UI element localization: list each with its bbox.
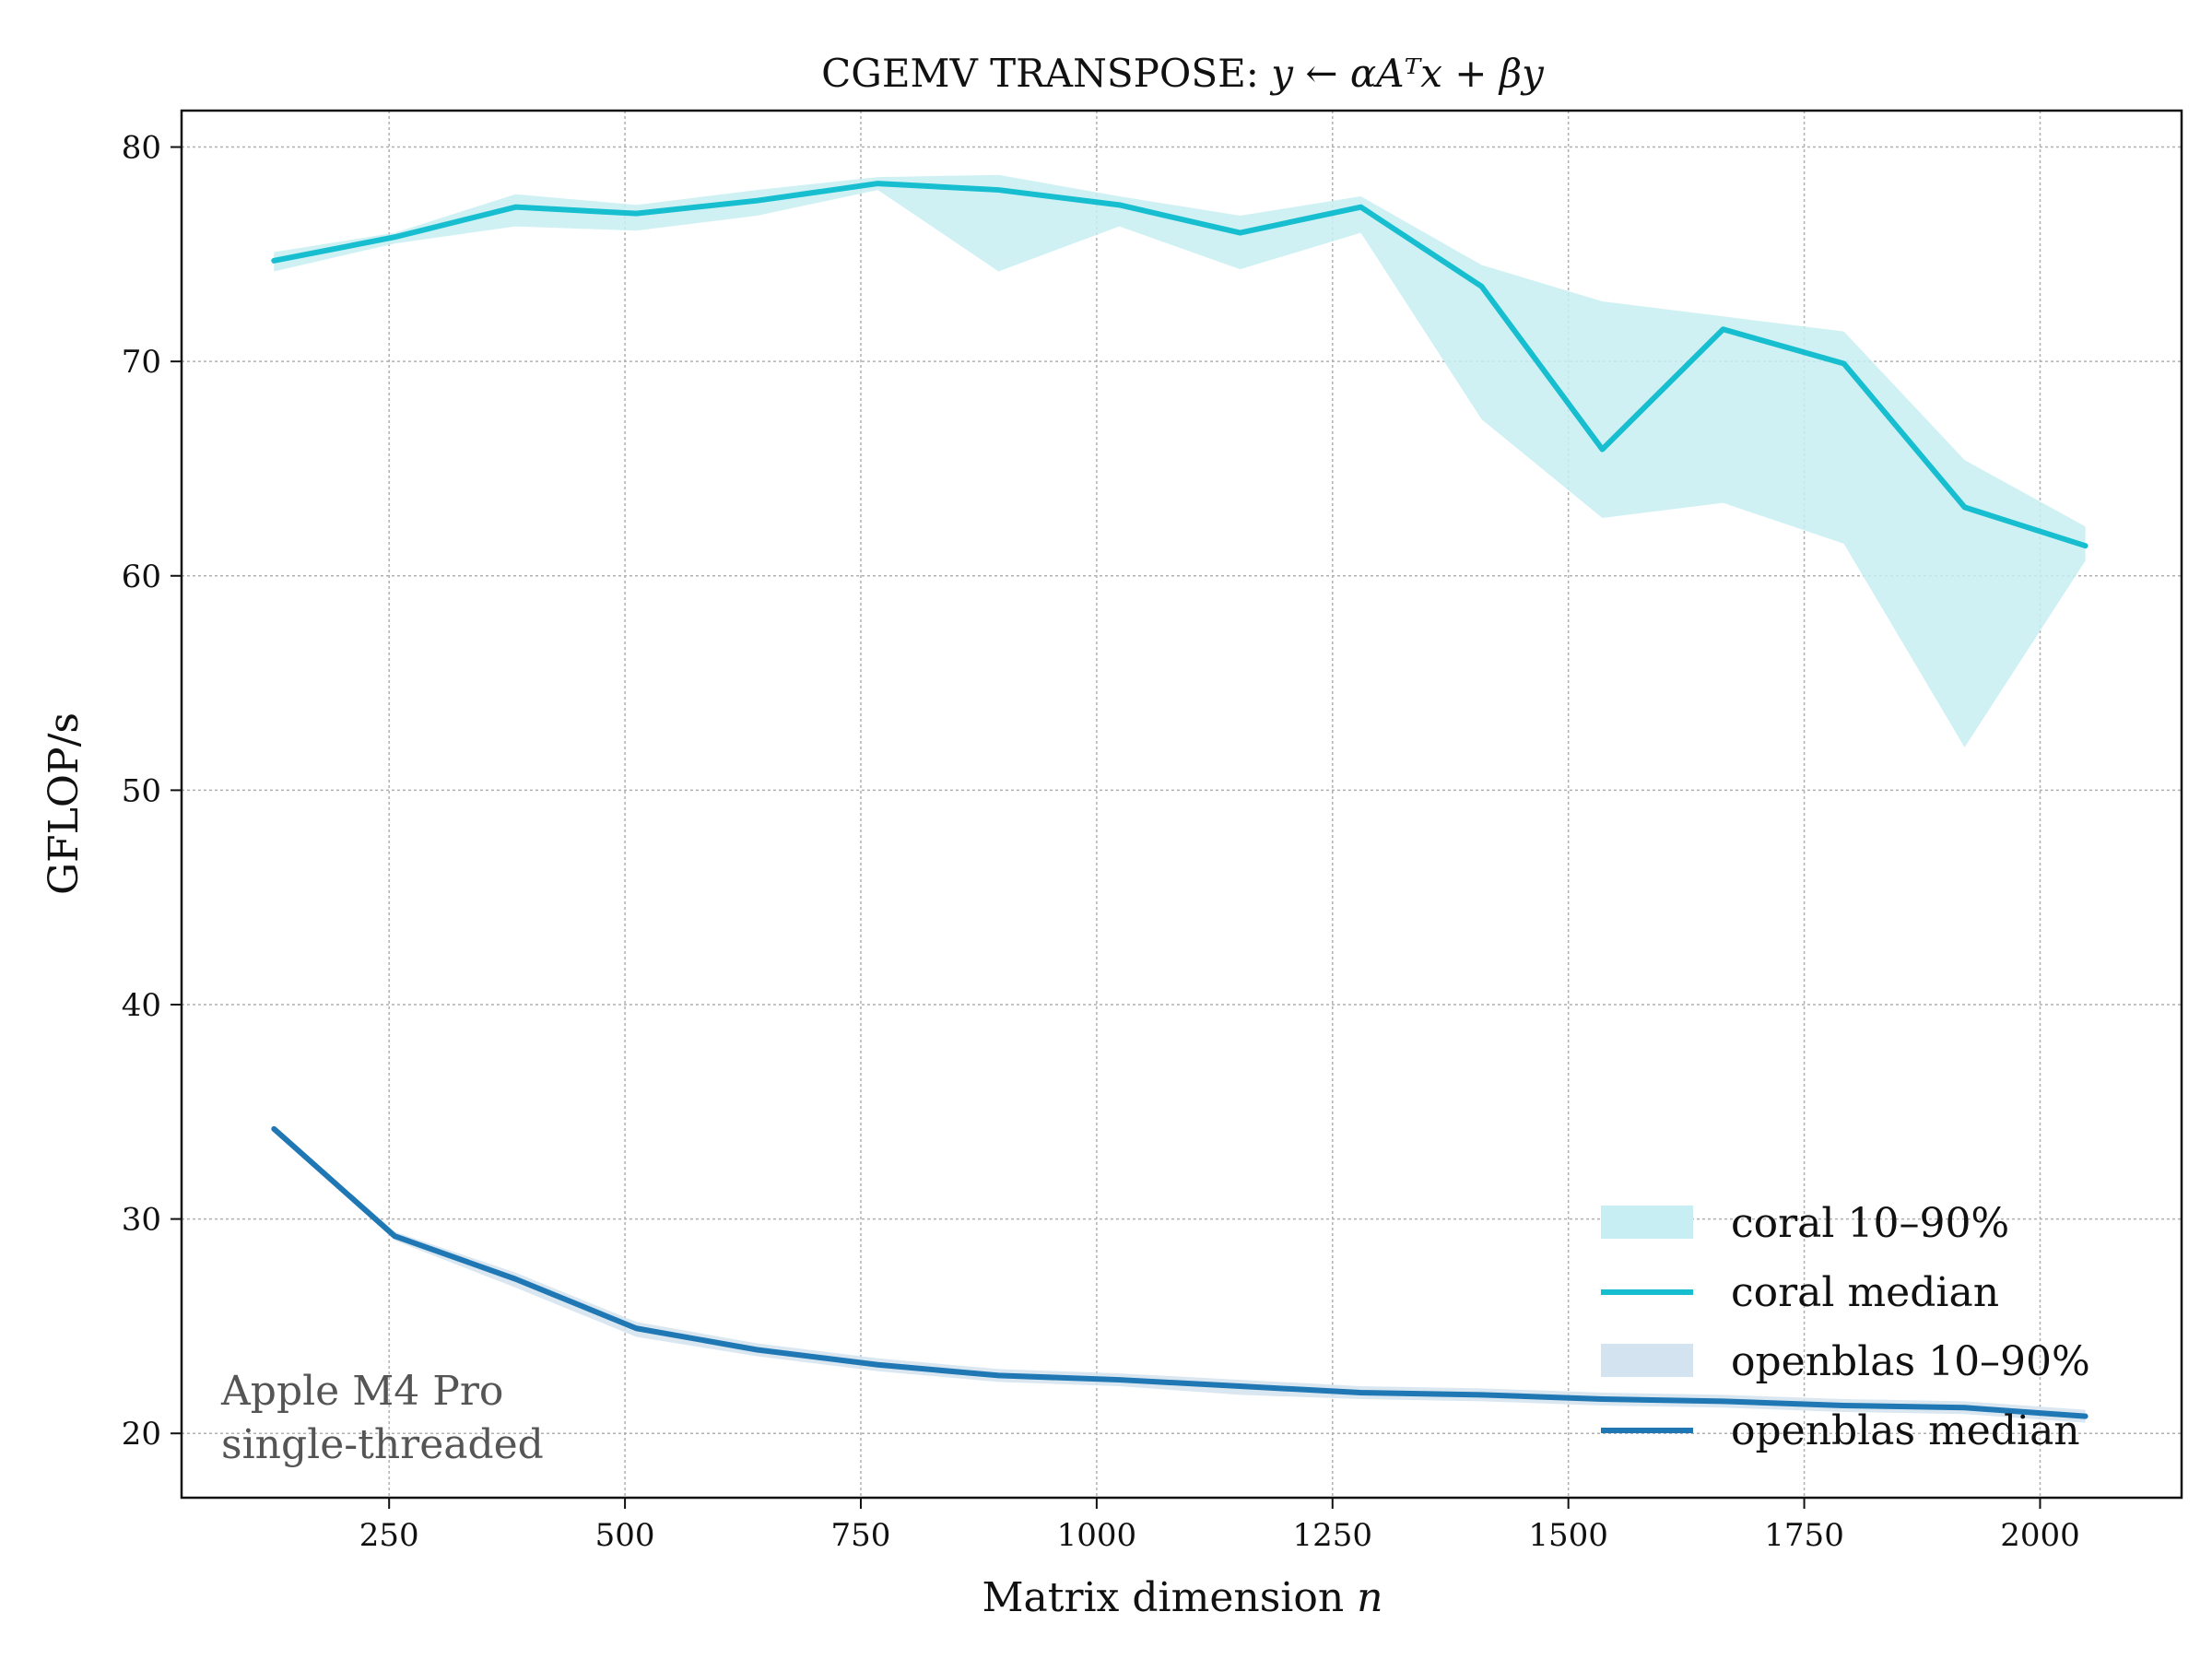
coral-median-point [754,198,759,204]
openblas-median-point [512,1277,518,1282]
legend-label-openblas-median: openblas median [1731,1407,2080,1454]
x-tick-label: 250 [359,1517,419,1554]
coral-band [274,174,2086,747]
openblas-median-point [995,1372,1001,1378]
coral-median-point [392,234,397,240]
openblas-median-point [633,1325,639,1331]
openblas-median-point [1479,1392,1484,1397]
x-tick-label: 750 [831,1517,891,1554]
coral-median-point [633,211,639,217]
bands [274,174,2086,1423]
coral-median-point [1721,326,1726,332]
x-tick-label: 1500 [1528,1517,1608,1554]
openblas-median-point [1237,1383,1242,1389]
coral-median-point [1841,360,1847,366]
openblas-median-point [2083,1414,2088,1419]
annotation-line-2: single-threaded [221,1421,544,1468]
x-tick-label: 1250 [1293,1517,1373,1554]
openblas-band [274,1126,2086,1423]
openblas-median-point [1841,1403,1847,1408]
coral-median-point [271,258,276,264]
legend-label-coral-band: coral 10–90% [1731,1200,2009,1247]
coral-median-point [1600,447,1606,453]
y-tick-label: 80 [122,130,161,167]
openblas-median-point [875,1362,880,1368]
coral-median-point [512,205,518,210]
y-axis: 20 30 40 50 60 70 80 [122,130,182,1453]
openblas-median-point [392,1233,397,1239]
openblas-median-point [1962,1405,1968,1410]
coral-median-point [875,181,880,186]
coral-median-point [995,187,1001,193]
y-tick-label: 20 [122,1416,161,1453]
plot-frame [180,109,2183,1500]
lines [271,181,2088,1419]
y-axis-title: GFLOP/s [41,712,88,895]
openblas-median-line [271,1125,2088,1419]
coral-median-point [1358,205,1363,210]
coral-median-point [1962,504,1968,510]
coral-median-point [1479,284,1484,289]
annotation-line-1: Apple M4 Pro [220,1368,503,1415]
legend-label-coral-median: coral median [1731,1269,1999,1316]
y-tick-label: 70 [122,344,161,381]
chart-title: CGEMV TRANSPOSE: y ← αAᵀx + βy [821,51,1545,96]
x-tick-label: 500 [595,1517,655,1554]
coral-median-point [1116,202,1122,207]
x-axis: 250 500 750 1000 1250 1500 1750 2000 [359,1498,2080,1554]
grid [182,111,2182,1498]
coral-median-line [271,181,2088,549]
openblas-median-point [1721,1398,1726,1404]
openblas-median-point [1358,1390,1363,1395]
y-tick-label: 50 [122,772,161,809]
x-axis-title: Matrix dimension n [982,1574,1382,1621]
openblas-median-point [271,1126,276,1132]
legend-swatch-coral-band [1601,1206,1693,1239]
openblas-median-point [754,1347,759,1352]
legend-label-openblas-band: openblas 10–90% [1731,1338,2090,1385]
y-tick-label: 30 [122,1202,161,1239]
legend: coral 10–90% coral median openblas 10–90… [1601,1200,2090,1454]
x-tick-label: 2000 [2000,1517,2080,1554]
openblas-median-point [1600,1396,1606,1402]
y-tick-label: 40 [122,987,161,1024]
openblas-median-point [1116,1377,1122,1382]
coral-median-point [2083,543,2088,548]
coral-median-point [1237,230,1242,236]
x-tick-label: 1750 [1764,1517,1844,1554]
y-tick-label: 60 [122,559,161,595]
legend-swatch-openblas-band [1601,1344,1693,1377]
x-tick-label: 1000 [1057,1517,1137,1554]
